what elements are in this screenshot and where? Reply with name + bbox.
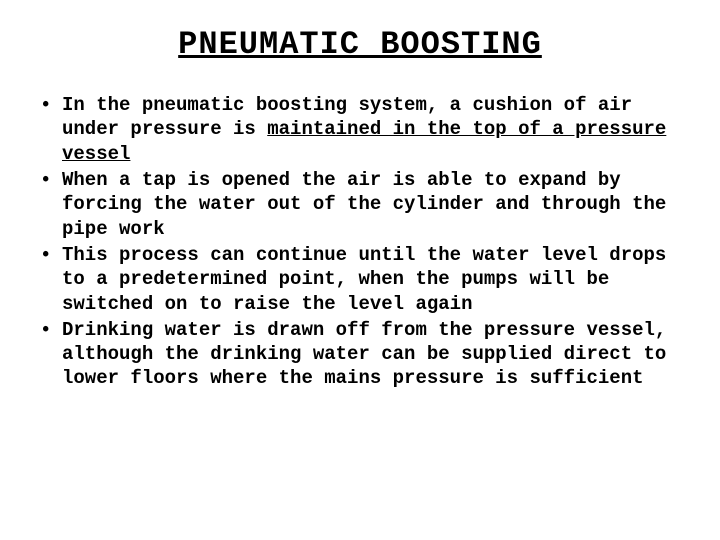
- bullet-text-pre: Drinking water is drawn off from the pre…: [62, 319, 666, 390]
- list-item: This process can continue until the wate…: [36, 243, 688, 316]
- list-item: When a tap is opened the air is able to …: [36, 168, 688, 241]
- bullet-list: In the pneumatic boosting system, a cush…: [28, 93, 692, 391]
- slide: PNEUMATIC BOOSTING In the pneumatic boos…: [0, 0, 720, 540]
- bullet-text-pre: This process can continue until the wate…: [62, 244, 666, 315]
- list-item: In the pneumatic boosting system, a cush…: [36, 93, 688, 166]
- list-item: Drinking water is drawn off from the pre…: [36, 318, 688, 391]
- slide-title: PNEUMATIC BOOSTING: [28, 26, 692, 63]
- bullet-text-pre: When a tap is opened the air is able to …: [62, 169, 666, 240]
